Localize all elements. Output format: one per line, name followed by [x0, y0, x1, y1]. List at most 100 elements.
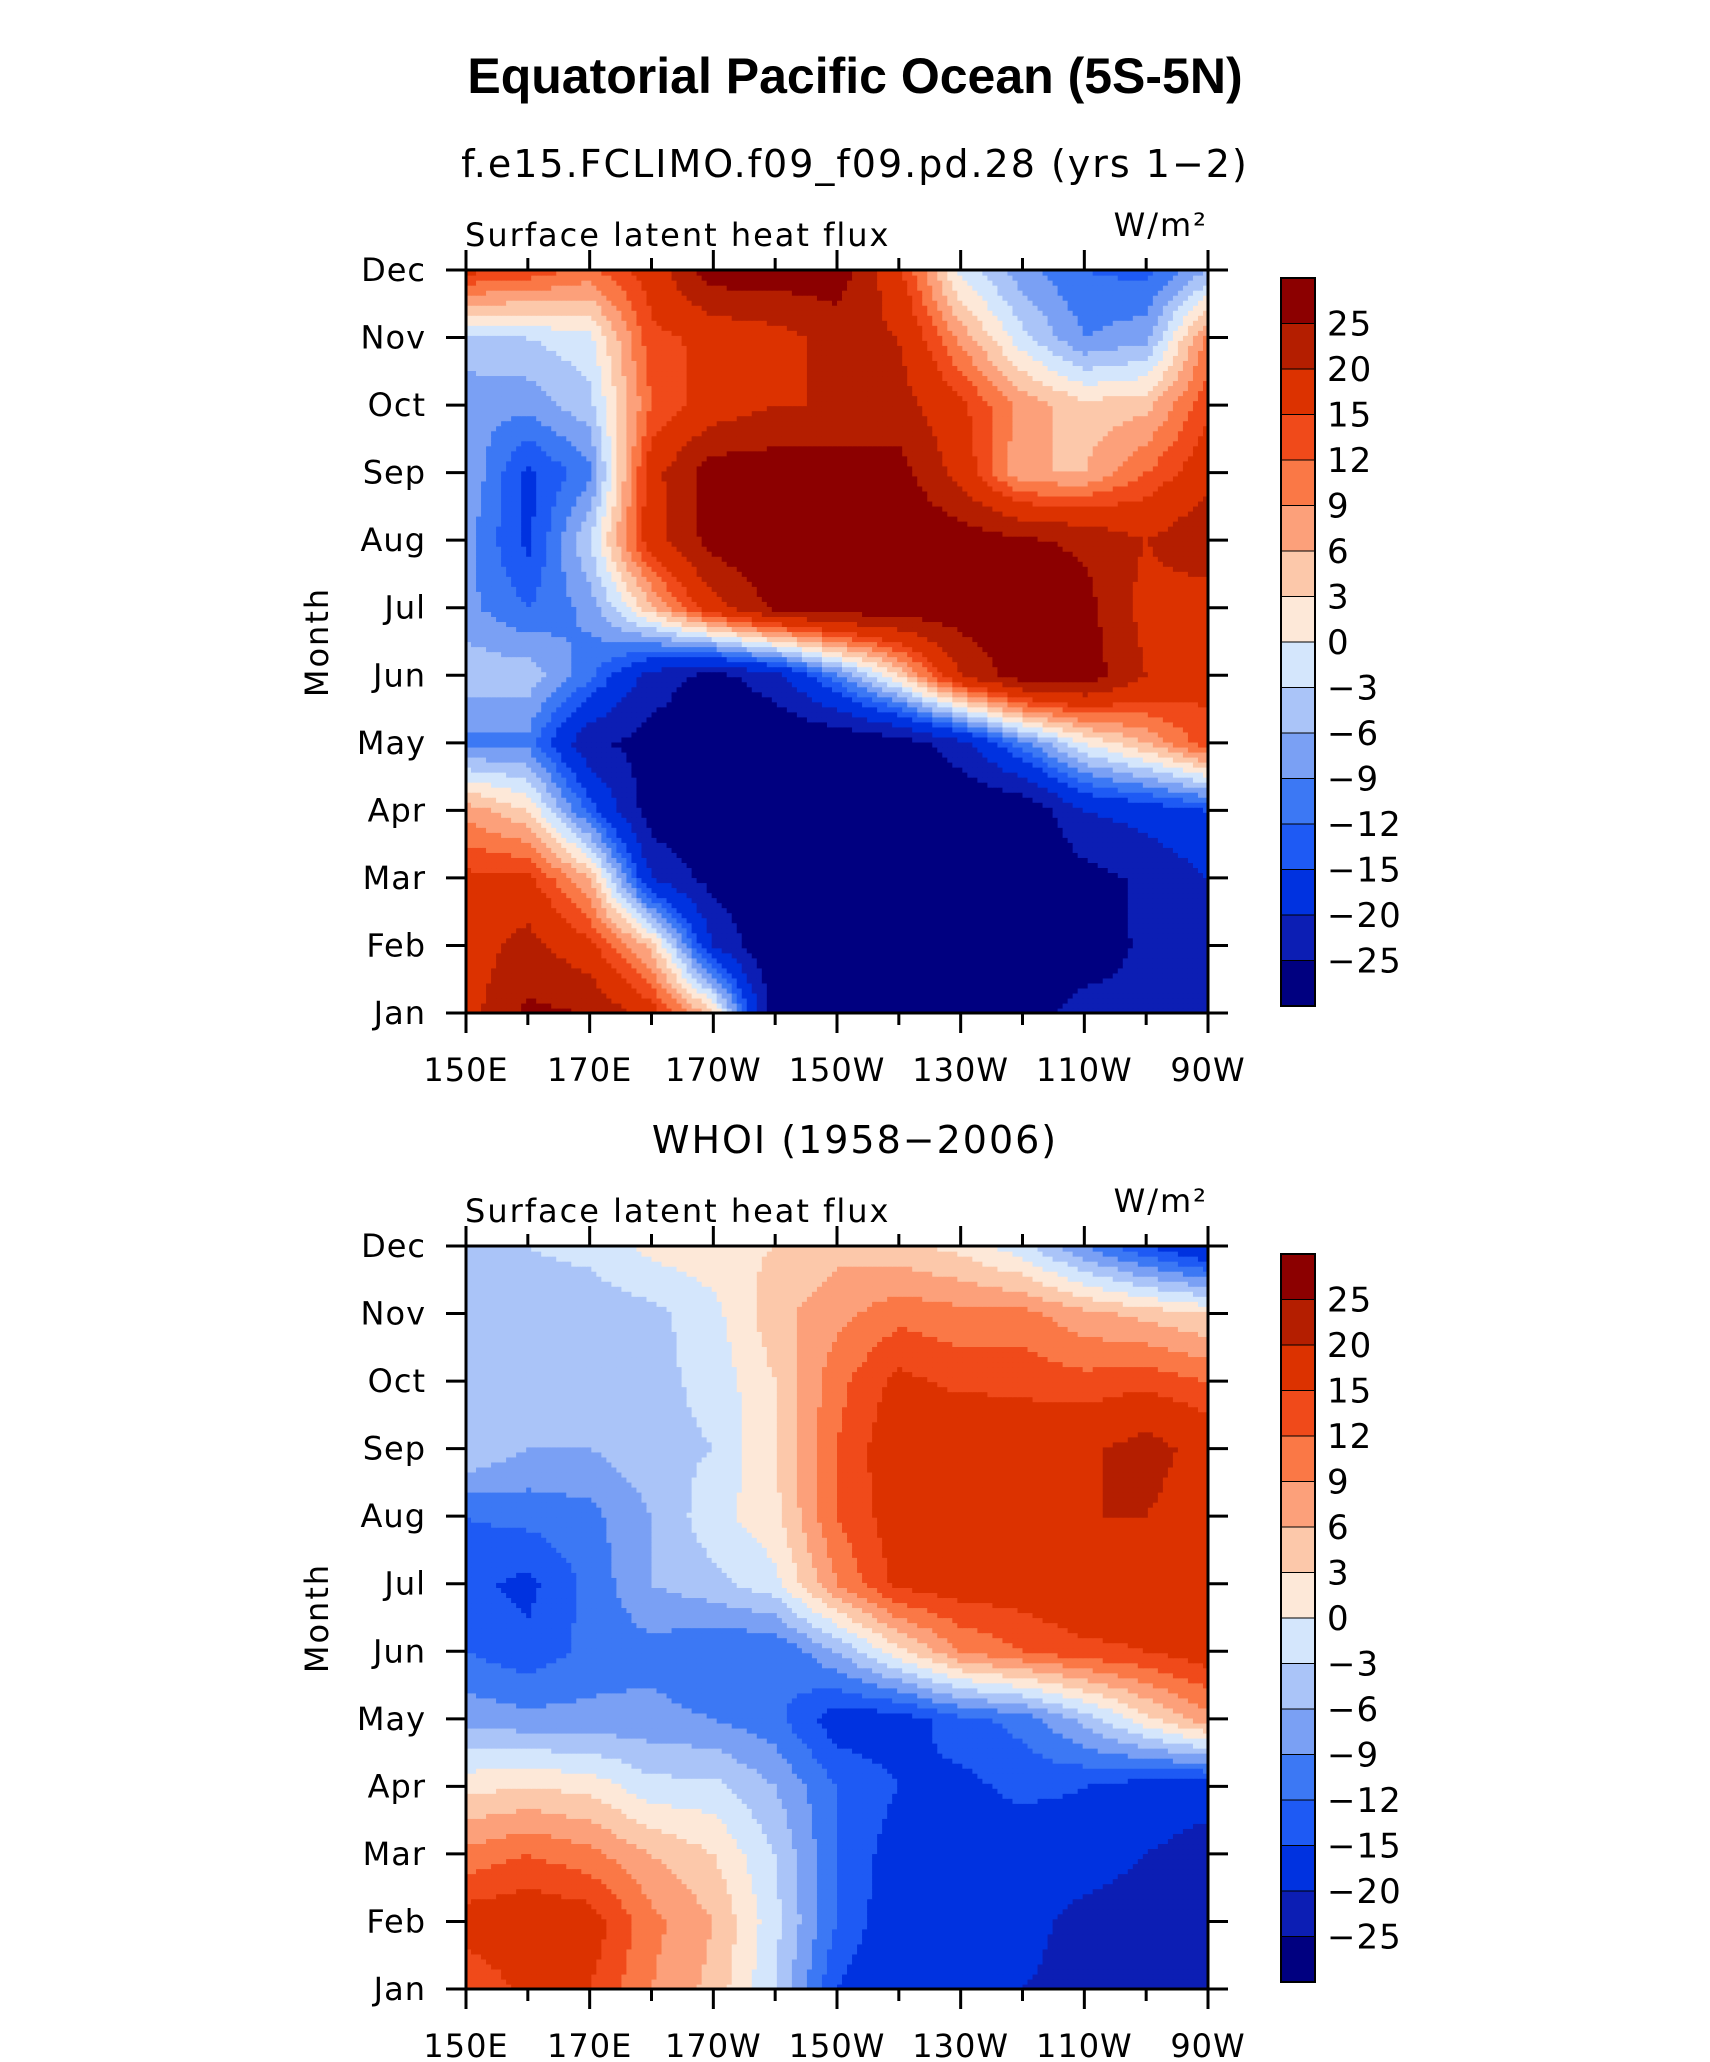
heatmap-cell	[867, 887, 873, 894]
heatmap-cell	[867, 947, 873, 954]
heatmap-cell	[942, 867, 948, 874]
heatmap-cell	[621, 842, 628, 848]
heatmap-cell	[581, 907, 587, 914]
heatmap-cell	[506, 922, 512, 929]
heatmap-cell	[631, 867, 638, 874]
heatmap-cell	[1157, 877, 1164, 884]
heatmap-cell	[912, 872, 918, 879]
heatmap-cell	[731, 1002, 738, 1009]
heatmap-cell	[516, 842, 522, 848]
heatmap-cell	[1117, 872, 1124, 879]
heatmap-cell	[957, 867, 963, 874]
heatmap-cell	[862, 1002, 868, 1009]
heatmap-cell	[857, 842, 863, 848]
heatmap-cell	[471, 882, 477, 889]
heatmap-cell	[761, 1002, 768, 1009]
heatmap-cell	[1082, 962, 1089, 969]
heatmap-cell	[726, 872, 733, 879]
heatmap-cell	[816, 907, 823, 914]
heatmap-cell	[1122, 907, 1129, 914]
heatmap-cell	[636, 907, 643, 914]
heatmap-cell	[611, 1007, 617, 1014]
heatmap-cell	[806, 892, 813, 899]
heatmap-cell	[621, 887, 628, 894]
heatmap-cell	[746, 927, 753, 934]
heatmap-cell	[1097, 877, 1104, 884]
heatmap-cell	[791, 947, 798, 954]
heatmap-cell	[771, 937, 778, 944]
heatmap-cell	[611, 937, 617, 944]
heatmap-cell	[726, 897, 733, 904]
heatmap-cell	[481, 977, 487, 984]
heatmap-cell	[1157, 852, 1164, 858]
heatmap-cell	[731, 867, 738, 874]
heatmap-cell	[501, 1007, 507, 1014]
heatmap-cell	[1137, 872, 1144, 879]
heatmap-cell	[1072, 952, 1079, 959]
heatmap-cell	[1037, 862, 1044, 869]
heatmap-cell	[857, 977, 863, 984]
heatmap-cell	[1077, 1002, 1084, 1009]
heatmap-cell	[947, 937, 953, 944]
heatmap-cell	[831, 982, 838, 989]
heatmap-cell	[786, 947, 793, 954]
heatmap-cell	[922, 857, 928, 863]
heatmap-cell	[1162, 977, 1169, 984]
heatmap-cell	[1012, 847, 1019, 853]
heatmap-cell	[1142, 917, 1149, 924]
heatmap-cell	[486, 847, 492, 853]
heatmap-cell	[922, 872, 928, 879]
heatmap-cell	[1017, 997, 1024, 1004]
heatmap-cell	[541, 857, 547, 863]
heatmap-cell	[731, 927, 738, 934]
heatmap-cell	[982, 997, 988, 1004]
heatmap-cell	[847, 887, 853, 894]
heatmap-cell	[801, 917, 808, 924]
heatmap-cell	[491, 937, 497, 944]
heatmap-cell	[506, 857, 512, 863]
heatmap-cell	[731, 887, 738, 894]
heatmap-cell	[942, 992, 948, 999]
heatmap-cell	[922, 932, 928, 939]
heatmap-cell	[1012, 962, 1019, 969]
heatmap-cell	[1122, 857, 1129, 863]
heatmap-cell	[711, 847, 718, 853]
heatmap-cell	[1162, 1007, 1169, 1014]
heatmap-cell	[776, 947, 783, 954]
heatmap-cell	[526, 912, 532, 919]
heatmap-cell	[907, 932, 913, 939]
heatmap-cell	[907, 887, 913, 894]
heatmap-cell	[1167, 882, 1174, 889]
heatmap-cell	[1042, 997, 1049, 1004]
heatmap-cell	[967, 892, 973, 899]
heatmap-cell	[927, 962, 933, 969]
heatmap-cell	[781, 932, 788, 939]
heatmap-cell	[726, 902, 733, 909]
heatmap-cell	[887, 937, 893, 944]
heatmap-cell	[696, 842, 703, 848]
heatmap-cell	[907, 972, 913, 979]
heatmap-cell	[962, 992, 968, 999]
heatmap-cell	[1137, 892, 1144, 899]
heatmap-cell	[481, 957, 487, 964]
heatmap-cell	[781, 852, 788, 858]
heatmap-cell	[801, 892, 808, 899]
heatmap-cell	[521, 847, 527, 853]
heatmap-cell	[676, 997, 683, 1004]
heatmap-cell	[887, 882, 893, 889]
heatmap-cell	[1187, 977, 1194, 984]
heatmap-cell	[1067, 937, 1074, 944]
heatmap-cell	[1057, 987, 1064, 994]
heatmap-cell	[566, 927, 572, 934]
heatmap-cell	[586, 922, 592, 929]
heatmap-cell	[571, 867, 577, 874]
heatmap-cell	[596, 987, 602, 994]
heatmap-cell	[1197, 917, 1204, 924]
heatmap-cell	[711, 1007, 718, 1014]
heatmap-cell	[1082, 912, 1089, 919]
heatmap-cell	[726, 922, 733, 929]
heatmap-cell	[902, 997, 908, 1004]
heatmap-cell	[1172, 872, 1179, 879]
heatmap-cell	[892, 907, 898, 914]
heatmap-cell	[937, 967, 943, 974]
